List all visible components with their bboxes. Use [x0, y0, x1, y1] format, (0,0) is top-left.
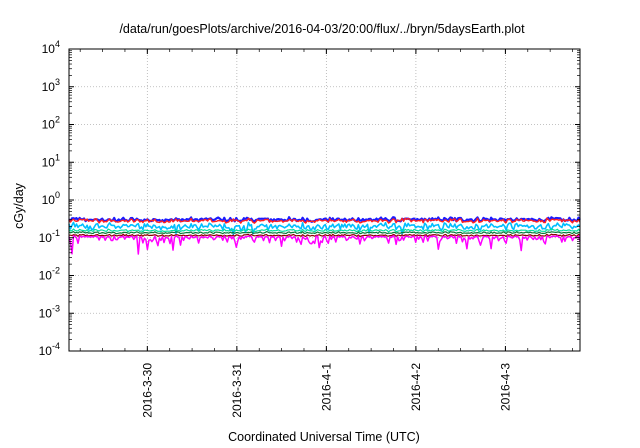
- y-tick-label: 101: [42, 152, 60, 169]
- series-line-7: [68, 235, 581, 255]
- x-axis: 2016-3-30 2016-3-31 2016-4-1 2016-4-2 2016-4…: [79, 49, 573, 418]
- grid-lines: [69, 49, 580, 351]
- y-tick-label: 10-3: [39, 303, 60, 320]
- x-tick-label: 2016-4-1: [319, 363, 333, 411]
- y-tick-label: 10-4: [39, 341, 60, 358]
- y-tick-label: 104: [42, 39, 60, 56]
- x-tick-label: 2016-3-31: [230, 363, 244, 418]
- x-axis-label: Coordinated Universal Time (UTC): [228, 430, 420, 444]
- chart-title: /data/run/goesPlots/archive/2016-04-03/2…: [119, 22, 525, 36]
- x-tick-label: 2016-4-2: [409, 363, 423, 411]
- y-tick-label: 10-1: [39, 228, 60, 245]
- y-tick-label: 102: [42, 115, 60, 132]
- series-line-2: [68, 217, 581, 224]
- data-series: [68, 216, 581, 255]
- series-line-5: [68, 231, 581, 235]
- y-tick-label: 10-2: [39, 266, 60, 283]
- series-line-6: [69, 233, 581, 238]
- series-line-3: [68, 221, 581, 236]
- x-tick-label: 2016-3-30: [140, 363, 154, 418]
- y-tick-label: 100: [42, 190, 60, 207]
- x-tick-label: 2016-4-3: [498, 363, 512, 411]
- series-line-4: [68, 228, 581, 233]
- y-axis-label: cGy/day: [12, 182, 26, 229]
- y-tick-label: 103: [42, 77, 60, 94]
- y-axis: 10-4 10-3 10-2 10-1 100 101 102 103 104: [39, 39, 580, 358]
